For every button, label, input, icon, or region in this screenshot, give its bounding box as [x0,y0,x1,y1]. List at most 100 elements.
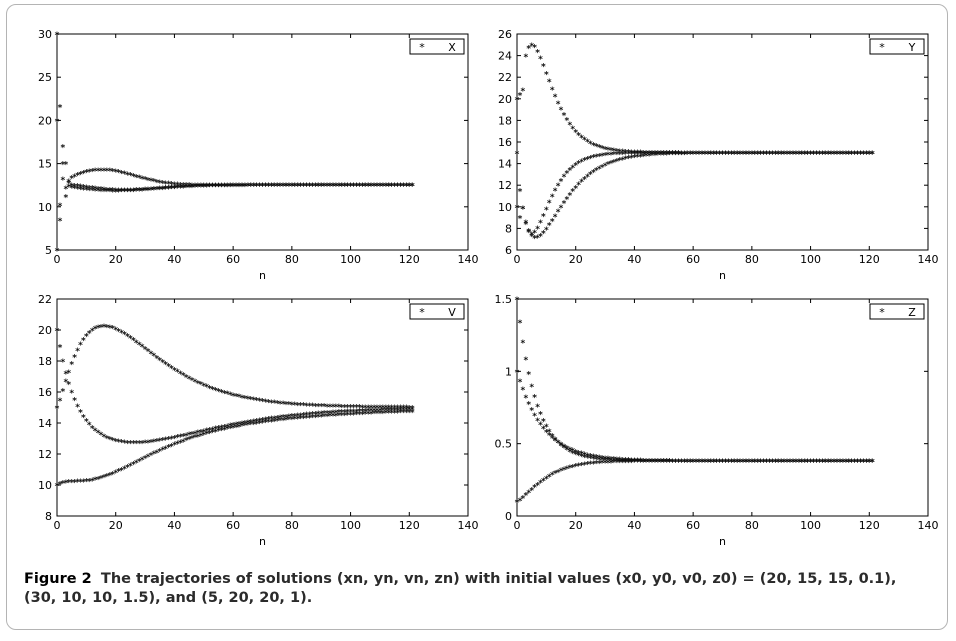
data-point: * [187,375,192,385]
data-point: * [345,411,350,421]
data-point: * [404,404,409,414]
data-point: * [72,173,77,183]
data-point: * [556,208,561,218]
data-point: * [263,416,268,426]
data-point: * [193,434,198,444]
data-point: * [600,163,605,173]
data-point: * [714,150,719,160]
data-point: * [779,150,784,160]
data-point: * [755,150,760,160]
data-point: * [799,150,804,160]
data-point: * [714,458,719,468]
data-point: * [685,150,690,160]
data-point: * [703,150,708,160]
data-point: * [152,178,157,188]
data-point: * [172,441,177,451]
data-point: * [838,458,843,468]
data-point: * [767,150,772,160]
data-point: * [744,150,749,160]
data-point: * [782,150,787,160]
data-point: * [407,406,412,416]
data-point: * [107,324,112,334]
data-point: * [143,345,148,355]
data-point: * [301,182,306,192]
data-point: * [146,439,151,449]
data-point: * [304,182,309,192]
data-point: * [363,410,368,420]
data-point: * [93,187,98,197]
data-point: * [381,182,386,192]
data-point: * [612,147,617,157]
data-point: * [113,326,118,336]
data-point: * [597,152,602,162]
data-point: * [222,389,227,399]
data-point: * [254,397,259,407]
data-point: * [814,458,819,468]
y-tick-label: 8 [45,510,52,523]
data-point: * [667,150,672,160]
data-point: * [386,404,391,414]
data-point: * [579,461,584,471]
data-point: * [128,187,133,197]
data-point: * [339,403,344,413]
data-point: * [275,399,280,409]
data-point: * [275,182,280,192]
data-point: * [404,182,409,192]
data-point: * [741,150,746,160]
data-point: * [204,182,209,192]
data-point: * [298,415,303,425]
data-point: * [565,444,570,454]
data-point: * [251,182,256,192]
data-point: * [228,182,233,192]
data-point: * [829,458,834,468]
data-point: * [410,182,415,192]
x-axis-label: n [259,269,266,282]
data-point: * [210,385,215,395]
data-point: * [658,150,663,160]
data-point: * [585,155,590,165]
data-point: * [673,150,678,160]
data-point: * [354,182,359,192]
data-point: * [398,182,403,192]
data-point: * [110,168,115,178]
data-point: * [861,458,866,468]
data-point: * [794,458,799,468]
data-point: * [547,199,552,209]
data-point: * [81,184,86,194]
data-point: * [307,414,312,424]
data-point: * [691,150,696,160]
data-point: * [632,150,637,160]
data-point: * [802,150,807,160]
data-point: * [838,150,843,160]
data-point: * [360,410,365,420]
data-point: * [260,182,265,192]
data-point: * [105,323,110,333]
legend-marker: * [879,41,885,54]
data-point: * [263,182,268,192]
data-point: * [304,411,309,421]
data-point: * [764,458,769,468]
data-point: * [567,448,572,458]
data-point: * [647,150,652,160]
data-point: * [567,121,572,131]
data-point: * [776,150,781,160]
data-point: * [773,150,778,160]
data-point: * [782,458,787,468]
data-point: * [656,458,661,468]
data-point: * [102,188,107,198]
y-tick-label: 0 [505,510,512,523]
data-point: * [658,458,663,468]
data-point: * [726,150,731,160]
data-point: * [573,161,578,171]
data-point: * [588,455,593,465]
data-point: * [785,458,790,468]
data-point: * [143,187,148,197]
data-point: * [582,461,587,471]
data-point: * [858,458,863,468]
data-point: * [626,155,631,165]
data-point: * [661,458,666,468]
data-point: * [278,182,283,192]
data-point: * [761,150,766,160]
data-point: * [796,458,801,468]
data-point: * [606,151,611,161]
